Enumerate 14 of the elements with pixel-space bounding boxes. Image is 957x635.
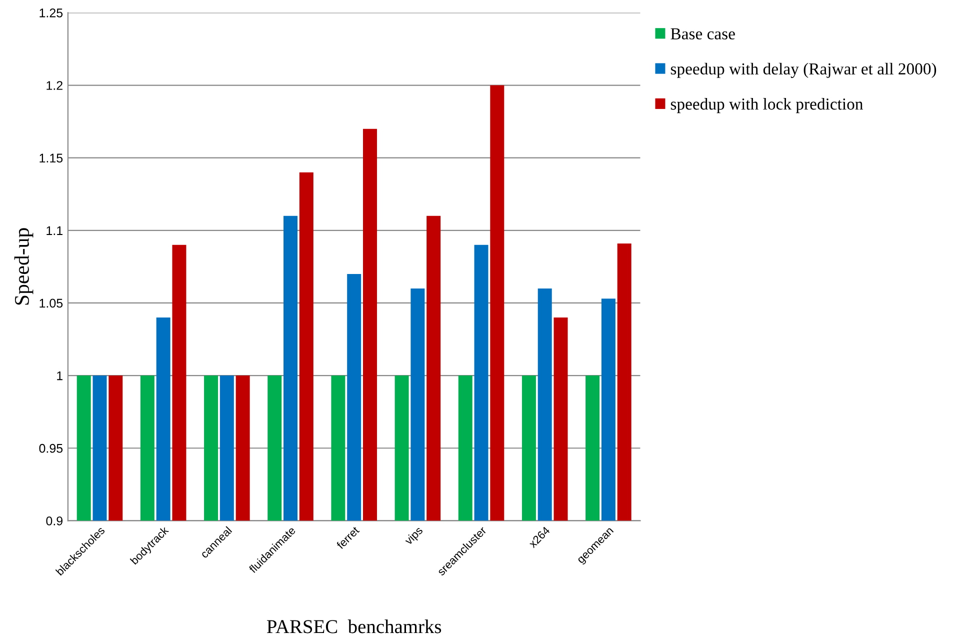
x-axis-title: PARSEC benchamrks	[266, 620, 442, 634]
y-tick-label: 0.9	[46, 516, 62, 526]
y-tick-label: 1.1	[46, 226, 62, 235]
y-tick-label: 1.05	[40, 298, 63, 308]
y-tick-label: 1	[57, 371, 62, 380]
legend-label: speedup with lock prediction	[670, 98, 863, 114]
y-tick-label: 1.25	[40, 8, 63, 18]
x-tick-label: vips	[404, 526, 425, 547]
y-axis-title: Speed-up	[14, 228, 34, 305]
y-tick-label: 1.2	[46, 81, 62, 90]
legend-label: speedup with delay (Rajwar et all 2000)	[670, 62, 936, 78]
legend-label: Base case	[670, 28, 735, 40]
y-tick-label: 0.95	[39, 444, 63, 453]
y-tick-label: 1.15	[40, 154, 63, 162]
